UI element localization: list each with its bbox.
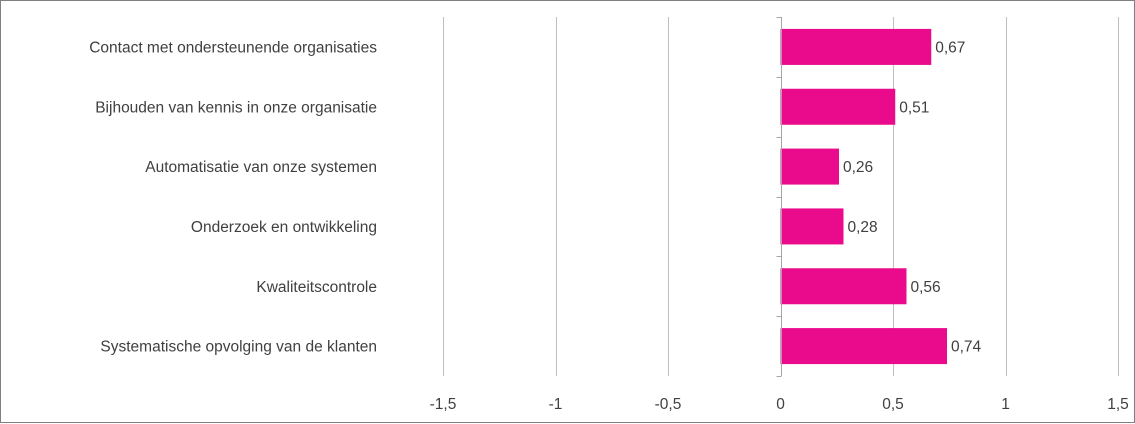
category-label: Systematische opvolging van de klanten xyxy=(100,339,377,356)
x-tick-label: -0,5 xyxy=(655,396,682,413)
x-tick-label: 0,5 xyxy=(882,396,904,413)
category-axis xyxy=(776,17,782,377)
category-label: Onderzoek en ontwikkeling xyxy=(191,219,377,236)
bar-0 xyxy=(780,28,932,65)
gridlines xyxy=(443,17,1119,376)
category-label: Contact met ondersteunende organisaties xyxy=(89,39,377,56)
category-label: Kwaliteitscontrole xyxy=(256,279,377,296)
x-tick-label: 0 xyxy=(776,396,785,413)
x-tick-label: -1 xyxy=(549,396,563,413)
value-label: 0,26 xyxy=(843,159,873,176)
value-label: 0,74 xyxy=(951,339,982,356)
category-label: Automatisatie van onze systemen xyxy=(145,159,377,176)
value-label: 0,67 xyxy=(935,39,965,56)
bar-5 xyxy=(780,328,947,365)
bars xyxy=(780,28,947,365)
bar-1 xyxy=(780,88,896,125)
value-label: 0,56 xyxy=(911,279,941,296)
x-tick-label: -1,5 xyxy=(430,396,457,413)
bar-4 xyxy=(780,268,907,305)
bar-2 xyxy=(780,148,839,185)
x-tick-label: 1,5 xyxy=(1107,396,1129,413)
category-label: Bijhouden van kennis in onze organisatie xyxy=(95,99,377,116)
value-label: 0,28 xyxy=(848,219,878,236)
bar-3 xyxy=(780,208,844,245)
value-label: 0,51 xyxy=(899,99,929,116)
x-tick-label: 1 xyxy=(1001,396,1010,413)
